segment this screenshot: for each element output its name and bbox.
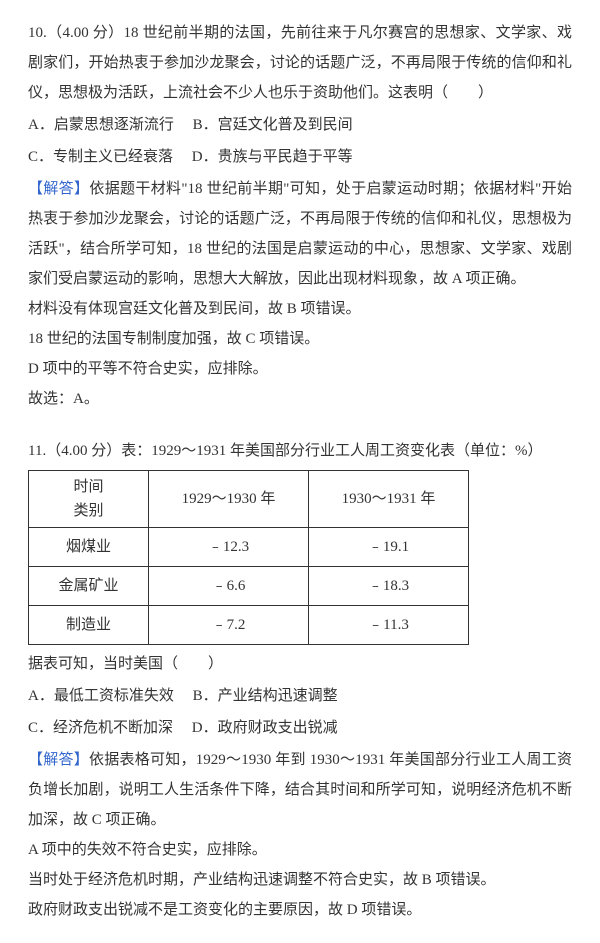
- q11-option-a: A．最低工资标准失效: [28, 688, 174, 704]
- q10-explanation-3: 18 世纪的法国专制制度加强，故 C 项错误。: [28, 324, 572, 354]
- row1-v2: ﹣18.3: [309, 567, 469, 606]
- row1-v1: ﹣6.6: [149, 567, 309, 606]
- q11-option-b: B．产业结构迅速调整: [193, 688, 338, 704]
- q10-option-a: A．启蒙思想逐渐流行: [28, 117, 174, 133]
- q10-explanation-1: 【解答】依据题干材料"18 世纪前半期"可知，处于启蒙运动时期；依据材料"开始热…: [28, 174, 572, 294]
- row0-v1: ﹣12.3: [149, 528, 309, 567]
- q11-explanation-2: A 项中的失效不符合史实，应排除。: [28, 835, 572, 865]
- corner-bottom: 类别: [39, 499, 138, 523]
- q10-option-b: B．宫廷文化普及到民间: [193, 117, 353, 133]
- q10-option-d: D．贵族与平民趋于平等: [192, 149, 353, 165]
- table-corner: 时间 类别: [29, 471, 149, 528]
- table-row: 金属矿业 ﹣6.6 ﹣18.3: [29, 567, 469, 606]
- q11-option-d: D．政府财政支出锐减: [192, 720, 338, 736]
- q11-table: 时间 类别 1929～1930 年 1930～1931 年 烟煤业 ﹣12.3 …: [28, 470, 469, 645]
- q10-explanation-2: 材料没有体现宫廷文化普及到民间，故 B 项错误。: [28, 294, 572, 324]
- corner-top: 时间: [39, 475, 138, 499]
- q10-explanation-4: D 项中的平等不符合史实，应排除。: [28, 354, 572, 384]
- q11-option-c: C．经济危机不断加深: [28, 720, 173, 736]
- table-header-row: 时间 类别 1929～1930 年 1930～1931 年: [29, 471, 469, 528]
- q10-option-c: C．专制主义已经衰落: [28, 149, 173, 165]
- table-row: 制造业 ﹣7.2 ﹣11.3: [29, 606, 469, 645]
- row1-label: 金属矿业: [29, 567, 149, 606]
- q11-explanation-4: 政府财政支出锐减不是工资变化的主要原因，故 D 项错误。: [28, 895, 572, 925]
- q11-explanation-1: 【解答】依据表格可知，1929～1930 年到 1930～1931 年美国部分行…: [28, 745, 572, 835]
- q11-after-table: 据表可知，当时美国（ ）: [28, 649, 572, 679]
- q11-options: A．最低工资标准失效 B．产业结构迅速调整 C．经济危机不断加深 D．政府财政支…: [28, 681, 572, 743]
- q11-explain1-body: 依据表格可知，1929～1930 年到 1930～1931 年美国部分行业工人周…: [28, 752, 572, 828]
- row2-v1: ﹣7.2: [149, 606, 309, 645]
- row2-v2: ﹣11.3: [309, 606, 469, 645]
- q10-header: 10.（4.00 分）18 世纪前半期的法国，先前往来于凡尔赛宫的思想家、文学家…: [28, 18, 572, 108]
- q10-options: A．启蒙思想逐渐流行 B．宫廷文化普及到民间 C．专制主义已经衰落 D．贵族与平…: [28, 110, 572, 172]
- table-col2-header: 1930～1931 年: [309, 471, 469, 528]
- q10-explain1-body: 依据题干材料"18 世纪前半期"可知，处于启蒙运动时期；依据材料"开始热衷于参加…: [28, 181, 572, 287]
- row0-label: 烟煤业: [29, 528, 149, 567]
- q11-explanation-3: 当时处于经济危机时期，产业结构迅速调整不符合史实，故 B 项错误。: [28, 865, 572, 895]
- table-col1-header: 1929～1930 年: [149, 471, 309, 528]
- row0-v2: ﹣19.1: [309, 528, 469, 567]
- q11-header: 11.（4.00 分）表：1929～1931 年美国部分行业工人周工资变化表（单…: [28, 436, 572, 466]
- explain-label: 【解答】: [28, 181, 89, 197]
- row2-label: 制造业: [29, 606, 149, 645]
- q10-answer: 故选：A。: [28, 384, 572, 414]
- table-row: 烟煤业 ﹣12.3 ﹣19.1: [29, 528, 469, 567]
- explain-label: 【解答】: [28, 752, 89, 768]
